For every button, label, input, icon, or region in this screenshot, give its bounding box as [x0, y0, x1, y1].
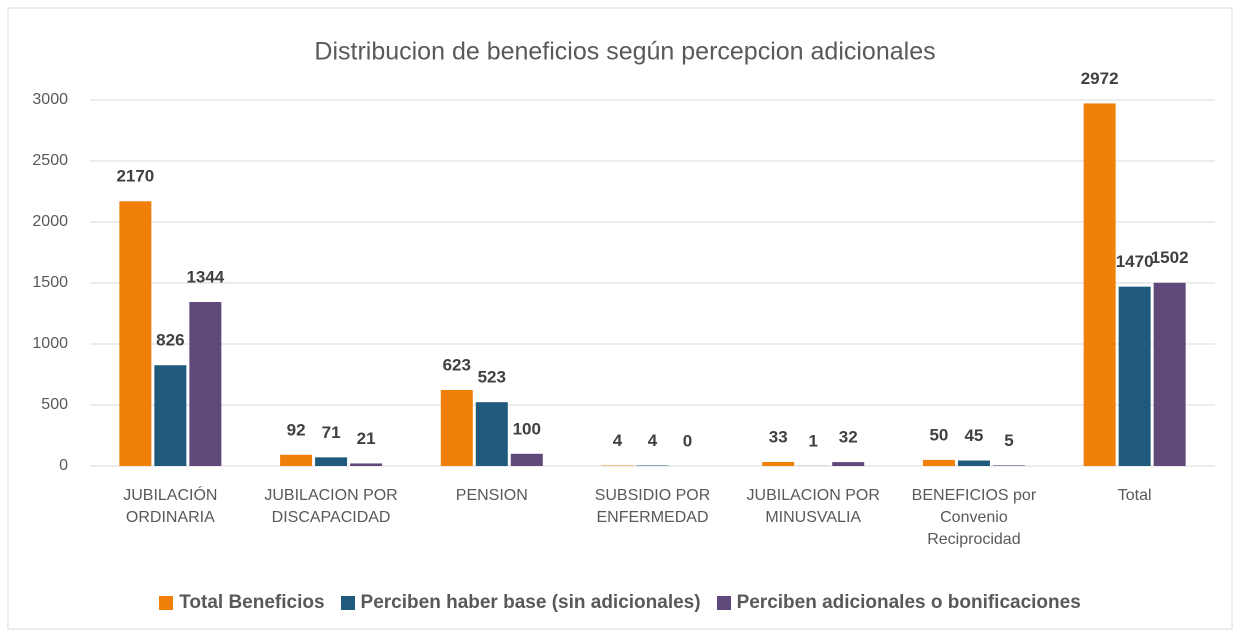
data-label: 92	[287, 420, 306, 439]
y-tick-label: 2500	[32, 152, 68, 169]
bar	[1153, 282, 1186, 466]
data-label: 33	[769, 427, 788, 446]
data-label: 0	[683, 431, 692, 450]
legend-label: Total Beneficios	[179, 592, 325, 613]
bar	[922, 459, 955, 466]
y-tick-label: 500	[41, 396, 68, 413]
bar	[992, 465, 1025, 466]
bar	[154, 365, 187, 466]
legend-item: Perciben adicionales o bonificaciones	[716, 592, 1081, 614]
data-label: 50	[929, 425, 948, 444]
data-label: 71	[322, 423, 341, 442]
data-label: 2170	[116, 167, 154, 186]
data-label: 523	[478, 368, 506, 387]
data-label: 826	[156, 331, 184, 350]
bar	[1118, 286, 1151, 466]
legend-swatch	[159, 596, 174, 610]
bar	[119, 201, 152, 466]
y-tick-label: 0	[59, 457, 68, 474]
data-label: 1470	[1116, 252, 1154, 271]
chart-title: Distribucion de beneficios según percepc…	[314, 38, 935, 66]
data-label: 21	[357, 429, 376, 448]
legend: Total Beneficios Perciben haber base (sin…	[0, 592, 1240, 614]
legend-label: Perciben haber base (sin adicionales)	[360, 592, 701, 613]
data-label: 1502	[1151, 248, 1189, 267]
data-label: 1344	[186, 268, 224, 287]
data-label: 623	[443, 355, 471, 374]
data-label: 4	[648, 431, 658, 450]
bar	[189, 302, 222, 466]
bar	[350, 463, 383, 466]
x-tick-label: Total	[1117, 487, 1152, 504]
legend-item: Perciben haber base (sin adicionales)	[340, 592, 701, 614]
bar	[510, 453, 543, 466]
bar	[315, 457, 348, 466]
y-tick-label: 1000	[32, 335, 68, 352]
x-tick-label: JUBILACIÓN ORDINARIA	[123, 487, 218, 526]
bar	[280, 454, 313, 466]
bar	[832, 462, 865, 466]
chart-border	[7, 7, 1233, 630]
data-label: 1	[808, 431, 817, 450]
x-tick-label: JUBILACION POR DISCAPACIDAD	[264, 487, 398, 526]
legend-swatch	[340, 596, 355, 610]
x-tick-label: JUBILACION POR MINUSVALIA	[746, 487, 880, 526]
y-tick-label: 2000	[32, 213, 68, 230]
x-tick-label: PENSION	[455, 487, 528, 504]
legend-label: Perciben adicionales o bonificaciones	[736, 592, 1081, 613]
legend-swatch	[716, 596, 731, 610]
bar	[440, 389, 473, 466]
y-tick-label: 3000	[32, 91, 68, 108]
bar	[1083, 103, 1116, 466]
legend-item: Total Beneficios	[159, 592, 325, 614]
bar	[475, 402, 508, 466]
y-tick-label: 1500	[32, 274, 68, 291]
bar	[957, 460, 990, 466]
data-label: 5	[1004, 431, 1013, 450]
data-label: 32	[839, 428, 858, 447]
x-tick-label: BENEFICIOS por Convenio Reciprocidad	[911, 487, 1037, 548]
data-label: 2972	[1081, 69, 1119, 88]
data-label: 4	[613, 431, 623, 450]
data-label: 100	[513, 419, 541, 438]
data-label: 45	[964, 426, 983, 445]
x-tick-label: SUBSIDIO POR ENFERMEDAD	[594, 487, 711, 526]
bar	[762, 461, 795, 466]
